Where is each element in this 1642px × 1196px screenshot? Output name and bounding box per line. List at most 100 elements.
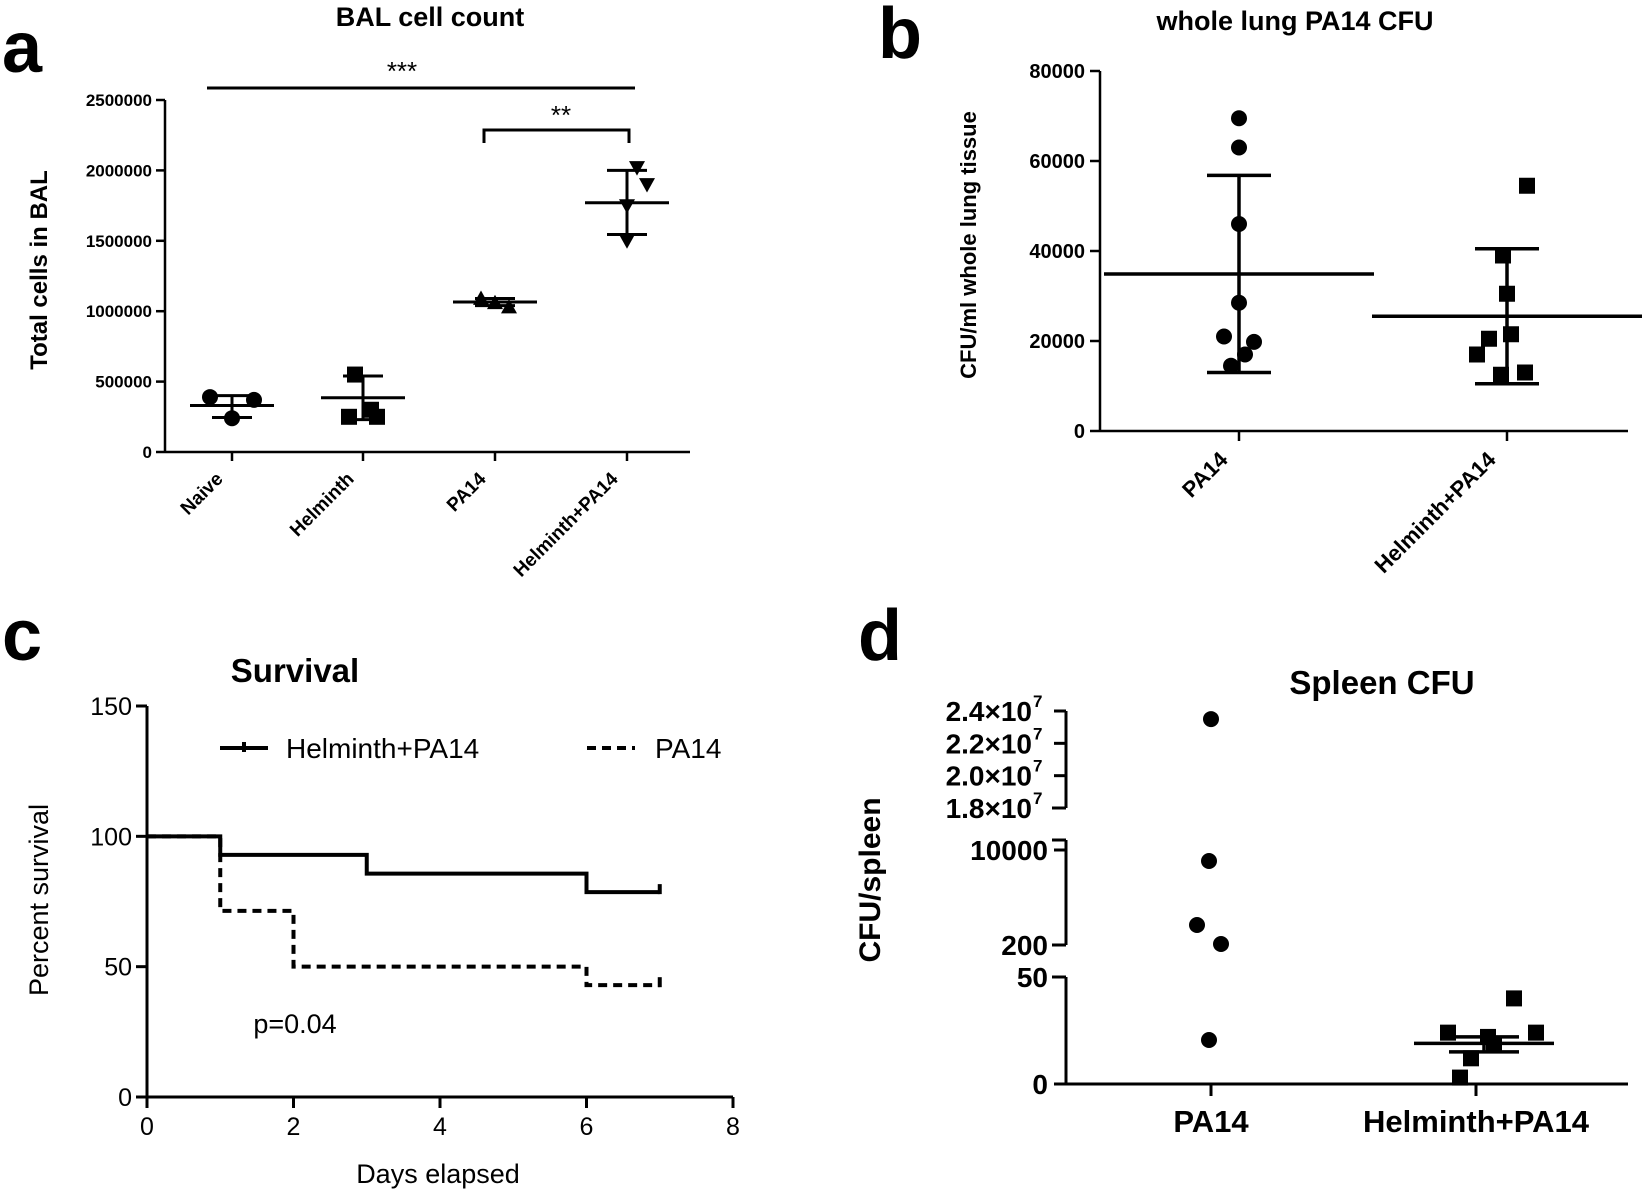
panel-b-point	[1519, 177, 1535, 194]
panel-b-point	[1481, 330, 1497, 347]
panel-c-ytick-label: 0	[118, 1084, 132, 1112]
panel-b-point	[1231, 110, 1247, 127]
panel-a-ytick-label: 500000	[95, 373, 152, 392]
panel-c-xtick-label: 2	[287, 1113, 301, 1141]
panel-d-point	[1203, 711, 1219, 728]
panel-a-ytick-label: 2500000	[86, 91, 152, 110]
panel-d-point	[1452, 1069, 1468, 1086]
panel-a-point	[347, 366, 363, 383]
panel-a-point	[619, 199, 635, 214]
panel-d-point	[1201, 1032, 1217, 1048]
panel-a-ylabel: Total cells in BAL	[26, 170, 53, 370]
panel-d-point	[1213, 936, 1229, 952]
panel-b-point	[1469, 346, 1485, 363]
panel-d-point	[1506, 990, 1522, 1007]
panel-d-point	[1486, 1037, 1502, 1054]
panel-a-title: BAL cell count	[336, 2, 525, 32]
panel-a-sig-label-2: **	[551, 100, 571, 130]
panel-c-series-helminth-pa14	[147, 834, 660, 895]
panel-b-chart: 0 20000 40000 60000 80000 PA14 Helminth+PA14	[1029, 61, 1642, 578]
panel-b-ytick-label: 0	[1074, 421, 1085, 443]
panel-a-point	[629, 161, 645, 176]
panel-b-xtick-label: Helminth+PA14	[1369, 446, 1501, 578]
panel-a-point	[501, 298, 517, 314]
panel-b-point	[1499, 285, 1515, 302]
panel-a-sig-bracket-2	[482, 128, 631, 143]
panel-label-b: b	[878, 0, 922, 74]
panel-d-xtick-label: Helminth+PA14	[1363, 1104, 1590, 1139]
panel-c-pvalue: p=0.04	[253, 1009, 336, 1039]
panel-a-xtick-label: PA14	[443, 468, 491, 516]
panel-b-xtick-label: PA14	[1177, 446, 1233, 502]
panel-b-point	[1216, 328, 1232, 345]
panel-a-point	[619, 234, 635, 249]
panel-a-ytick-label: 2000000	[86, 161, 152, 180]
panel-a-point	[246, 391, 262, 408]
panel-c-ytick-label: 100	[90, 823, 132, 851]
panel-c-ylabel: Percent survival	[24, 804, 54, 996]
panel-d-ytick-exponent: 7	[1033, 724, 1042, 743]
panel-a-point	[639, 178, 655, 193]
panel-a-point	[487, 294, 503, 310]
panel-d-title: Spleen CFU	[1289, 664, 1474, 701]
panel-d-ylabel: CFU/spleen	[854, 797, 887, 962]
panel-d-point	[1201, 853, 1217, 869]
panel-b-point	[1246, 333, 1262, 350]
panel-b-point	[1231, 139, 1247, 156]
panel-label-d: d	[858, 596, 902, 676]
panel-c-xtick-label: 6	[580, 1113, 594, 1141]
panel-a-ytick-label: 0	[143, 443, 152, 462]
panel-b-ylabel: CFU/ml whole lung tissue	[956, 111, 981, 379]
panel-d-point	[1528, 1024, 1544, 1041]
panel-b-point	[1231, 216, 1247, 232]
panel-b-ytick-label: 80000	[1029, 61, 1085, 83]
panel-c-xtick-label: 4	[433, 1113, 447, 1141]
panel-b-point	[1495, 247, 1511, 264]
panel-a-point	[473, 290, 489, 305]
panel-d-ytick-label: 0	[1032, 1069, 1048, 1100]
panel-c-xtick-label: 0	[140, 1113, 154, 1141]
panel-b-ytick-label: 40000	[1029, 241, 1085, 263]
panel-c-series-pa14	[147, 834, 660, 988]
panel-a-xtick-label: Naive	[177, 469, 228, 520]
panel-b-ytick-label: 20000	[1029, 331, 1085, 353]
panel-b-title: whole lung PA14 CFU	[1155, 6, 1433, 36]
panel-a-sig-label-1: ***	[387, 56, 417, 86]
panel-d-point	[1189, 917, 1205, 933]
panel-a-point	[341, 408, 357, 425]
panel-d-ytick-exponent: 7	[1033, 789, 1042, 808]
panel-d-ytick-exponent: 7	[1033, 757, 1042, 776]
panel-a-point	[202, 389, 218, 406]
panel-label-c: c	[2, 596, 42, 676]
panel-b-point	[1517, 364, 1533, 381]
panel-c-xtick-label: 8	[726, 1113, 740, 1141]
panel-label-a: a	[2, 8, 43, 88]
panel-b-point	[1237, 346, 1253, 363]
panel-d-ytick-label: 50	[1017, 962, 1048, 993]
panel-d-ytick-exponent: 7	[1033, 692, 1042, 711]
panel-c-legend-label-1: Helminth+PA14	[286, 733, 479, 764]
panel-d-ytick-label: 10000	[970, 835, 1048, 866]
panel-d-ytick-label: 2.0×10	[946, 761, 1032, 792]
panel-a-point	[369, 408, 385, 425]
panel-a-ytick-label: 1500000	[86, 232, 152, 251]
panel-d-xtick-label: PA14	[1173, 1104, 1249, 1139]
panel-a-xtick-label: Helminth	[286, 469, 358, 541]
panel-c-chart: 0 50 100 150 0 2 4 6 8 Helminth+PA14 PA14	[90, 693, 740, 1141]
panel-b-ytick-label: 60000	[1029, 151, 1085, 173]
panel-b-point	[1231, 294, 1247, 311]
panel-b-point	[1223, 357, 1239, 374]
panel-c-ytick-label: 50	[104, 954, 132, 982]
panel-c-xlabel: Days elapsed	[356, 1159, 520, 1189]
panel-a-xtick-label: Helminth+PA14	[510, 468, 623, 581]
panel-d-ytick-label: 200	[1001, 930, 1048, 961]
panel-a-chart: 0 500000 1000000 1500000 2000000 2500000 Naive…	[86, 56, 690, 581]
panel-d-point	[1463, 1050, 1479, 1067]
panel-d-ytick-label: 2.2×10	[946, 728, 1032, 759]
panel-a-point	[224, 410, 240, 427]
panel-b-point	[1503, 326, 1519, 343]
panel-c-ytick-label: 150	[90, 693, 132, 721]
panel-b-point	[1493, 366, 1509, 383]
